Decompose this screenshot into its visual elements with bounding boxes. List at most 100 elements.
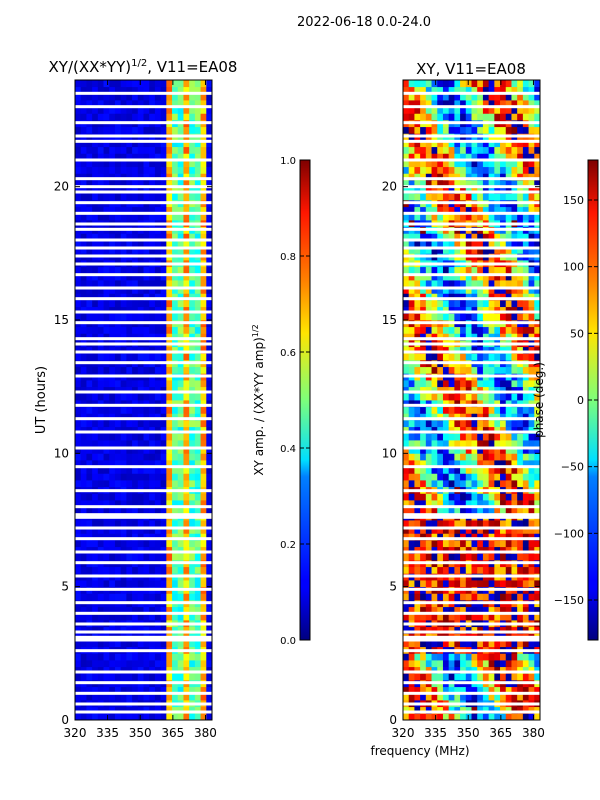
heatmap-cell xyxy=(454,193,461,201)
heatmap-cell xyxy=(75,100,82,108)
heatmap-cell xyxy=(482,293,490,301)
heatmap-cell xyxy=(437,353,444,361)
heatmap-cell xyxy=(166,460,173,468)
heatmap-cell xyxy=(200,246,207,254)
heatmap-cell xyxy=(97,326,104,334)
heatmap-cell xyxy=(166,640,173,648)
heatmap-cell xyxy=(183,500,190,508)
heatmap-cell xyxy=(166,266,173,274)
heatmap-cell xyxy=(403,400,410,408)
heatmap-cell xyxy=(471,273,478,281)
heatmap-cell xyxy=(517,346,524,354)
heatmap-cell xyxy=(465,100,472,108)
heatmap-cell xyxy=(517,553,524,561)
heatmap-cell xyxy=(160,593,167,601)
heatmap-cell xyxy=(97,160,104,168)
heatmap-cell xyxy=(431,446,438,454)
heatmap-cell xyxy=(80,153,87,161)
heatmap-cell xyxy=(425,273,432,281)
heatmap-cell xyxy=(137,193,144,201)
heatmap-cell xyxy=(80,413,87,421)
heatmap-cell xyxy=(189,246,196,254)
heatmap-cell xyxy=(80,706,87,714)
heatmap-cell xyxy=(437,673,444,681)
heatmap-cell xyxy=(97,426,104,434)
heatmap-cell xyxy=(109,653,116,661)
heatmap-cell xyxy=(505,380,512,388)
heatmap-cell xyxy=(465,206,472,214)
heatmap-cell xyxy=(109,413,116,421)
heatmap-cell xyxy=(448,186,455,194)
heatmap-cell xyxy=(154,493,162,501)
heatmap-cell xyxy=(206,153,213,161)
flagged-row xyxy=(75,286,212,290)
heatmap-cell xyxy=(488,640,495,648)
heatmap-cell xyxy=(431,593,438,601)
flagged-row xyxy=(403,537,540,541)
heatmap-cell xyxy=(448,160,455,168)
heatmap-cell xyxy=(149,300,156,308)
heatmap-cell xyxy=(194,366,201,374)
heatmap-cell xyxy=(494,380,501,388)
heatmap-cell xyxy=(471,106,478,114)
heatmap-cell xyxy=(465,626,472,634)
heatmap-cell xyxy=(97,626,104,634)
heatmap-cell xyxy=(494,533,501,541)
heatmap-cell xyxy=(414,240,421,248)
heatmap-cell xyxy=(86,553,93,561)
heatmap-cell xyxy=(511,193,518,201)
heatmap-cell xyxy=(500,713,507,721)
heatmap-cell xyxy=(137,460,144,468)
heatmap-cell xyxy=(120,366,127,374)
heatmap-cell xyxy=(517,420,524,428)
heatmap-cell xyxy=(189,473,196,481)
heatmap-cell xyxy=(505,146,512,154)
heatmap-cell xyxy=(431,433,438,441)
heatmap-cell xyxy=(420,493,427,501)
heatmap-cell xyxy=(494,100,501,108)
heatmap-cell xyxy=(403,433,410,441)
heatmap-cell xyxy=(465,526,472,534)
heatmap-cell xyxy=(126,446,133,454)
heatmap-cell xyxy=(114,673,122,681)
heatmap-cell xyxy=(80,126,87,134)
amp-axes-frame xyxy=(74,79,213,721)
heatmap-cell xyxy=(189,93,196,101)
heatmap-cell xyxy=(522,626,529,634)
heatmap-cell xyxy=(448,353,455,361)
heatmap-cell xyxy=(454,160,461,168)
heatmap-cell xyxy=(482,433,490,441)
heatmap-cell xyxy=(149,366,156,374)
heatmap-cell xyxy=(149,660,156,668)
heatmap-cell xyxy=(177,546,184,554)
heatmap-cell xyxy=(477,446,484,454)
heatmap-cell xyxy=(137,686,144,694)
heatmap-cell xyxy=(166,306,173,314)
heatmap-cell xyxy=(92,240,99,248)
heatmap-cell xyxy=(528,426,535,434)
heatmap-cell xyxy=(460,353,467,361)
heatmap-cell xyxy=(114,540,122,548)
heatmap-cell xyxy=(511,400,518,408)
heatmap-cell xyxy=(482,460,490,468)
heatmap-cell xyxy=(137,280,144,288)
heatmap-cell xyxy=(126,240,133,248)
heatmap-cell xyxy=(437,473,444,481)
heatmap-cell xyxy=(194,86,201,94)
heatmap-cell xyxy=(511,280,518,288)
heatmap-cell xyxy=(408,493,415,501)
heatmap-cell xyxy=(534,193,541,201)
heatmap-cell xyxy=(120,240,127,248)
heatmap-cell xyxy=(442,433,450,441)
heatmap-cell xyxy=(75,713,82,721)
heatmap-cell xyxy=(194,606,201,614)
heatmap-cell xyxy=(75,233,82,241)
heatmap-cell xyxy=(505,100,512,108)
heatmap-cell xyxy=(505,306,512,314)
heatmap-cell xyxy=(183,606,190,614)
heatmap-cell xyxy=(189,366,196,374)
heatmap-cell xyxy=(132,153,139,161)
heatmap-cell xyxy=(420,400,427,408)
heatmap-cell xyxy=(120,653,127,661)
heatmap-cell xyxy=(206,613,213,621)
